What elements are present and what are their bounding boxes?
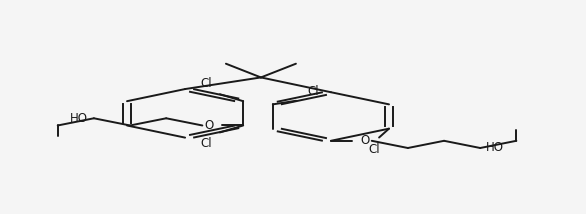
Text: O: O	[205, 119, 214, 132]
Text: O: O	[360, 134, 369, 147]
Text: HO: HO	[486, 141, 504, 155]
Text: Cl: Cl	[200, 77, 212, 90]
Text: Cl: Cl	[308, 85, 319, 98]
Text: Cl: Cl	[369, 143, 380, 156]
Text: Cl: Cl	[200, 137, 212, 150]
Text: HO: HO	[70, 112, 88, 125]
